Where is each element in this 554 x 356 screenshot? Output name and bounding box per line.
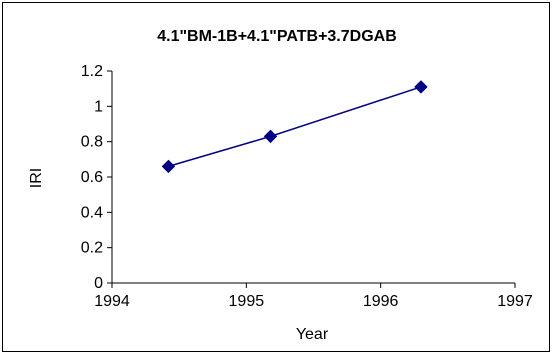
x-axis-label: Year <box>296 326 329 343</box>
plot-area: 0 0.2 0.4 0.6 0.8 1 1.2 1994 1995 1996 1997 <box>81 63 533 310</box>
chart-title: 4.1"BM-1B+4.1"PATB+3.7DGAB <box>157 28 397 45</box>
series-line <box>168 86 422 168</box>
y-tick-label: 1 <box>94 98 103 115</box>
y-tick-label: 0 <box>94 275 103 292</box>
data-point-marker <box>161 159 176 174</box>
x-tick-label: 1996 <box>363 293 399 310</box>
x-tick-label: 1995 <box>229 293 265 310</box>
y-tick-label: 0.4 <box>81 204 103 221</box>
y-tick-label: 1.2 <box>81 63 103 80</box>
y-axis-label: IRI <box>28 168 45 188</box>
data-point-marker <box>263 129 278 144</box>
x-tick-label: 1994 <box>94 293 130 310</box>
y-tick-label: 0.2 <box>81 240 103 257</box>
x-tick-label: 1997 <box>497 293 533 310</box>
y-tick-label: 0.8 <box>81 134 103 151</box>
data-point-marker <box>414 80 428 94</box>
y-tick-label: 0.6 <box>81 169 103 186</box>
chart-frame <box>2 2 550 352</box>
